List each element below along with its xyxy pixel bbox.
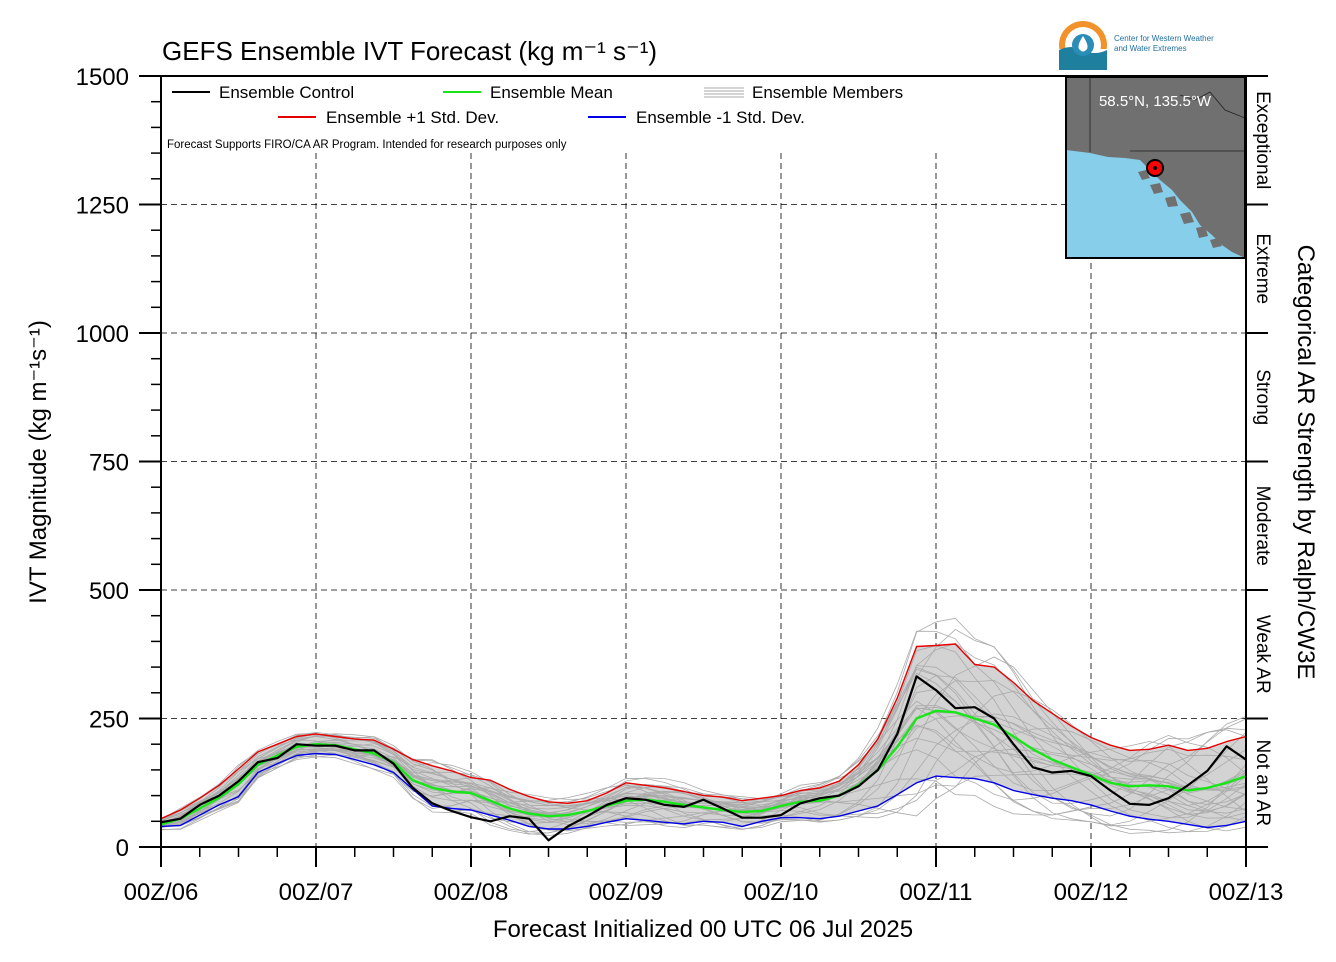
series-line-ensemble-1-std-dev	[161, 643, 1246, 820]
inset-frame	[1065, 76, 1246, 259]
legend-label-minus-sd: Ensemble -1 Std. Dev.	[636, 108, 805, 127]
series-lines	[161, 643, 1246, 842]
disclaimer-note: Forecast Supports FIRO/CA AR Program. In…	[167, 139, 567, 151]
category-label: Moderate	[1252, 486, 1273, 566]
x-tick-label: 00Z/09	[589, 879, 664, 906]
ensemble-member-line	[161, 665, 1246, 830]
legend-swatch-members	[704, 87, 744, 98]
legend-label-members: Ensemble Members	[752, 83, 903, 102]
x-tick-label: 00Z/11	[900, 879, 973, 906]
y-tick-label: 0	[116, 835, 129, 862]
y-axis-title: IVT Magnitude (kg m⁻¹s⁻¹)	[25, 320, 52, 604]
legend-label-plus-sd: Ensemble +1 Std. Dev.	[326, 108, 499, 127]
inset-map: 58.5°N, 135.5°W	[1065, 76, 1246, 259]
ensemble-member-line	[161, 617, 1246, 828]
category-axis: Not an AR Weak AR Moderate Strong Extreme Exc…	[1246, 75, 1273, 848]
inset-islands	[1138, 170, 1222, 248]
inset-coast-detail	[1179, 91, 1245, 119]
logo-line-2: and Water Extremes	[1114, 44, 1187, 53]
legend-label-control: Ensemble Control	[219, 83, 354, 102]
category-label: Weak AR	[1252, 615, 1273, 694]
logo-line-1: Center for Western Weather	[1114, 34, 1214, 43]
y-tick-label: 1250	[76, 193, 129, 220]
ensemble-member-line	[161, 727, 1246, 823]
category-label: Exceptional	[1252, 91, 1273, 189]
x-tick-label: 00Z/08	[434, 879, 509, 906]
y-tick-label: 750	[89, 450, 129, 477]
chart-title: GEFS Ensemble IVT Forecast (kg m⁻¹ s⁻¹)	[162, 36, 657, 66]
category-label: Extreme	[1252, 233, 1273, 304]
inset-coordinate-label: 58.5°N, 135.5°W	[1099, 93, 1212, 110]
right-axis-title: Categorical AR Strength by Ralph/CW3E	[1292, 245, 1319, 680]
series-line-ensemble-control	[161, 675, 1246, 842]
y-tick-label: 500	[89, 578, 129, 605]
y-tick-label: 1000	[76, 321, 129, 348]
x-tick-label: 00Z/10	[744, 879, 819, 906]
x-tick-label: 00Z/13	[1209, 879, 1284, 906]
ensemble-member-line	[161, 706, 1246, 832]
category-label: Not an AR	[1252, 739, 1273, 826]
legend: Ensemble Control Ensemble Mean Ensemble …	[167, 83, 903, 151]
y-tick-label: 250	[89, 707, 129, 734]
x-tick-label: 00Z/06	[124, 879, 199, 906]
series-line-ensemble-1-std-dev	[161, 752, 1246, 830]
cw3e-logo: Center for Western Weather and Water Ext…	[1059, 21, 1214, 71]
category-label: Strong	[1252, 369, 1273, 425]
y-axis: 0 250 500 750 1000 1250 1500	[76, 64, 161, 862]
x-axis-title: Forecast Initialized 00 UTC 06 Jul 2025	[493, 916, 913, 943]
x-axis: 00Z/06 00Z/07 00Z/08 00Z/09 00Z/10 00Z/11 00Z/…	[124, 847, 1284, 906]
location-marker-dot	[1153, 166, 1157, 170]
legend-label-mean: Ensemble Mean	[490, 83, 613, 102]
y-tick-label: 1500	[76, 64, 129, 91]
logo-drop-icon	[1078, 36, 1088, 52]
x-tick-label: 00Z/07	[279, 879, 354, 906]
x-tick-label: 00Z/12	[1054, 879, 1129, 906]
